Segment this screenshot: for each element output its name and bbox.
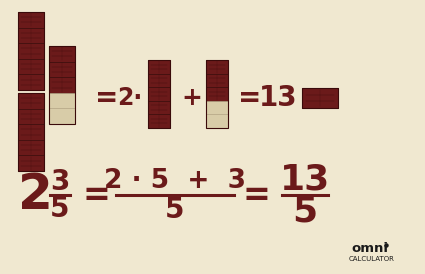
Bar (18, 124, 44, 140)
Bar (206, 87, 228, 101)
Text: CALCULATOR: CALCULATOR (349, 256, 395, 262)
Bar (206, 60, 228, 128)
Text: 13: 13 (280, 163, 330, 197)
Bar (148, 115, 170, 128)
Bar (18, 140, 44, 155)
Bar (148, 60, 170, 128)
Text: +: + (181, 86, 202, 110)
Text: 5: 5 (292, 195, 317, 229)
Bar (148, 87, 170, 101)
Text: 2: 2 (17, 171, 52, 219)
Bar (148, 74, 170, 87)
Bar (18, 93, 44, 171)
Text: =: = (238, 84, 262, 112)
Text: 2 · 5  +  3: 2 · 5 + 3 (104, 168, 246, 194)
Text: 5: 5 (50, 195, 70, 223)
Text: =: = (95, 84, 119, 112)
Bar (18, 12, 44, 28)
Bar (206, 74, 228, 87)
Bar (18, 75, 44, 90)
Bar (49, 46, 75, 62)
Bar (18, 155, 44, 171)
Bar (49, 62, 75, 77)
Bar (49, 77, 75, 93)
Bar (148, 60, 170, 74)
Text: 13: 13 (259, 84, 298, 112)
Bar (18, 43, 44, 59)
Bar (18, 28, 44, 43)
Bar (49, 46, 75, 124)
Bar (18, 109, 44, 124)
Bar (206, 60, 228, 74)
Bar (148, 101, 170, 115)
Bar (206, 115, 228, 128)
Text: 5: 5 (165, 196, 185, 224)
Text: 3: 3 (50, 168, 70, 196)
Bar (18, 59, 44, 75)
Bar (302, 88, 338, 108)
Bar (49, 93, 75, 109)
Bar (18, 93, 44, 109)
Bar (18, 12, 44, 90)
Text: 2·: 2· (117, 86, 143, 110)
Bar (302, 88, 338, 108)
Text: =: = (82, 178, 110, 212)
Text: =: = (242, 178, 270, 212)
Text: omni: omni (351, 241, 388, 255)
Bar (206, 101, 228, 115)
Bar (49, 109, 75, 124)
